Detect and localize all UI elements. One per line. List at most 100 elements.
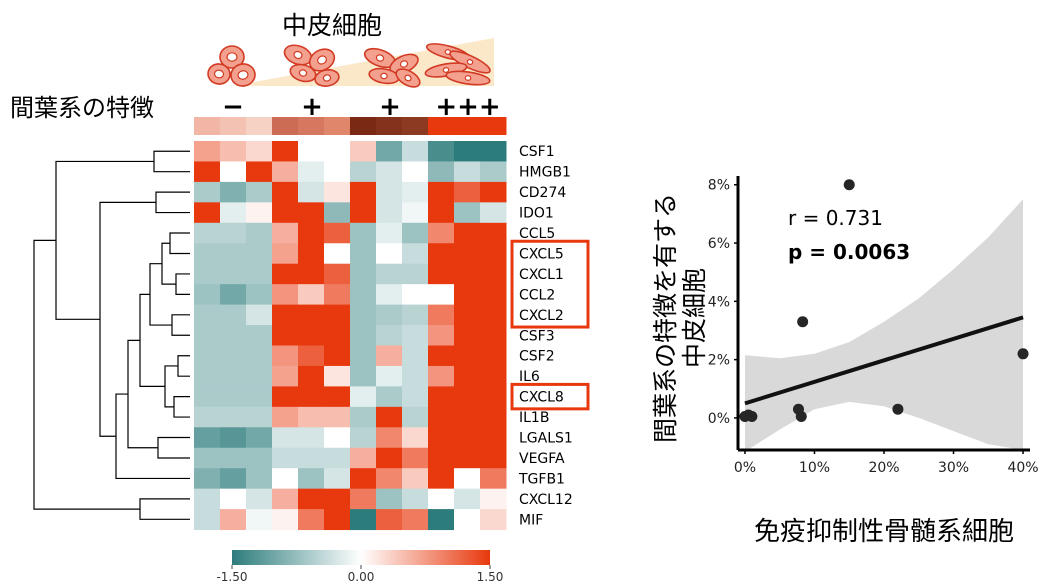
heatmap-cell <box>402 202 429 224</box>
group-color-bar <box>194 117 507 135</box>
heatmap-cell <box>272 222 299 244</box>
heatmap-cell <box>194 406 221 428</box>
group-label-1: − <box>222 92 244 122</box>
heatmap-cell <box>350 202 377 224</box>
heatmap-row-label: TGFB1 <box>518 471 565 487</box>
heatmap-cell <box>376 365 403 387</box>
heatmap-cell <box>246 468 273 490</box>
heatmap-cell <box>454 263 481 285</box>
heatmap-cell <box>220 304 247 326</box>
heatmap-cell <box>272 161 299 183</box>
heatmap-cell <box>480 345 507 367</box>
heatmap-cell <box>220 141 247 162</box>
heatmap-cell <box>246 141 273 162</box>
dendrogram-branch <box>139 498 190 520</box>
heatmap-cell <box>246 427 273 449</box>
cell-nucleus <box>399 60 409 68</box>
heatmap-cell <box>194 365 221 387</box>
heatmap-cell <box>298 141 325 162</box>
row-dendrogram <box>33 150 190 520</box>
heatmap-cell <box>194 181 221 203</box>
heatmap-cell <box>350 427 377 449</box>
heatmap-cell <box>402 488 429 510</box>
scatter-point <box>797 316 809 328</box>
heatmap-cell <box>272 243 299 265</box>
heatmap-cell <box>454 406 481 428</box>
group-bar-cell <box>246 117 273 135</box>
dendrogram-branch <box>164 365 178 408</box>
heatmap-cell <box>480 386 507 408</box>
group-bar-cell <box>480 117 507 135</box>
heatmap-cell <box>454 202 481 224</box>
heatmap-cell <box>428 386 455 408</box>
dendrogram-branch <box>33 239 140 510</box>
heatmap-cell <box>402 406 429 428</box>
dendrogram-branch <box>177 355 190 377</box>
cell-nucleus <box>298 69 308 77</box>
heatmap-row-label: CSF2 <box>519 349 555 365</box>
heatmap-cell <box>324 222 351 244</box>
heatmap-cell <box>480 488 507 510</box>
heatmap-cell <box>220 181 247 203</box>
heatmap-cell <box>454 181 481 203</box>
y-tick-label: 0% <box>708 411 730 427</box>
x-tick-label: 40% <box>1007 460 1038 476</box>
group-bar-cell <box>298 117 325 135</box>
heatmap-cell <box>324 202 351 224</box>
heatmap-cell <box>272 406 299 428</box>
heatmap-cell <box>376 161 403 183</box>
scatter-point <box>892 403 904 415</box>
scatter-point <box>1017 348 1029 360</box>
heatmap-row-label: CCL5 <box>519 226 555 242</box>
heatmap-cell <box>272 202 299 224</box>
heatmap-cell <box>324 427 351 449</box>
heatmap-cell <box>246 161 273 183</box>
heatmap-cell <box>324 386 351 408</box>
heatmap-cell <box>298 325 325 346</box>
heatmap-cell <box>220 509 247 531</box>
heatmap-cell <box>480 141 507 162</box>
group-bar-cell <box>402 117 429 135</box>
cell-nucleus <box>226 52 238 62</box>
legend-tick-label: 0.00 <box>348 570 375 584</box>
heatmap-cell <box>454 386 481 408</box>
heatmap-cell <box>480 222 507 244</box>
group-label-3: + <box>379 92 401 122</box>
cell-nucleus <box>213 69 225 79</box>
cell-nucleus <box>317 55 327 65</box>
y-tick-label: 8% <box>708 178 730 194</box>
heatmap-cell <box>194 386 221 408</box>
x-tick-label: 0% <box>734 460 756 476</box>
heatmap-cell <box>402 263 429 285</box>
heatmap-cell <box>376 304 403 326</box>
heatmap-cell <box>428 406 455 428</box>
heatmap-cell <box>402 509 429 531</box>
heatmap-cell <box>350 222 377 244</box>
heatmap-cell <box>428 161 455 183</box>
heatmap-cell <box>272 345 299 367</box>
highlight-box <box>510 239 590 329</box>
y-tick-label: 2% <box>708 353 730 369</box>
scatter-point <box>795 410 807 422</box>
heatmap-cell <box>350 406 377 428</box>
heatmap-cell <box>428 202 455 224</box>
heatmap-cell <box>350 161 377 183</box>
heatmap-cell <box>324 284 351 306</box>
cell-nucleus <box>380 72 388 80</box>
group-bar-cell <box>376 117 403 135</box>
mesenchymal-row-label: 間葉系の特徴 <box>10 94 154 122</box>
heatmap-cell <box>428 263 455 285</box>
cell-illustration-round <box>207 45 256 87</box>
heatmap-cell <box>402 222 429 244</box>
heatmap-cell <box>480 365 507 387</box>
heatmap-cell <box>298 365 325 387</box>
heatmap-cell <box>454 488 481 510</box>
heatmap-cell <box>246 243 273 265</box>
heatmap-cell <box>402 243 429 265</box>
heatmap-cell <box>272 488 299 510</box>
heatmap-cell <box>402 386 429 408</box>
heatmap-cell <box>324 161 351 183</box>
heatmap-cell <box>454 325 481 346</box>
dendrogram-branch <box>127 339 158 449</box>
heatmap-cell <box>194 325 221 346</box>
